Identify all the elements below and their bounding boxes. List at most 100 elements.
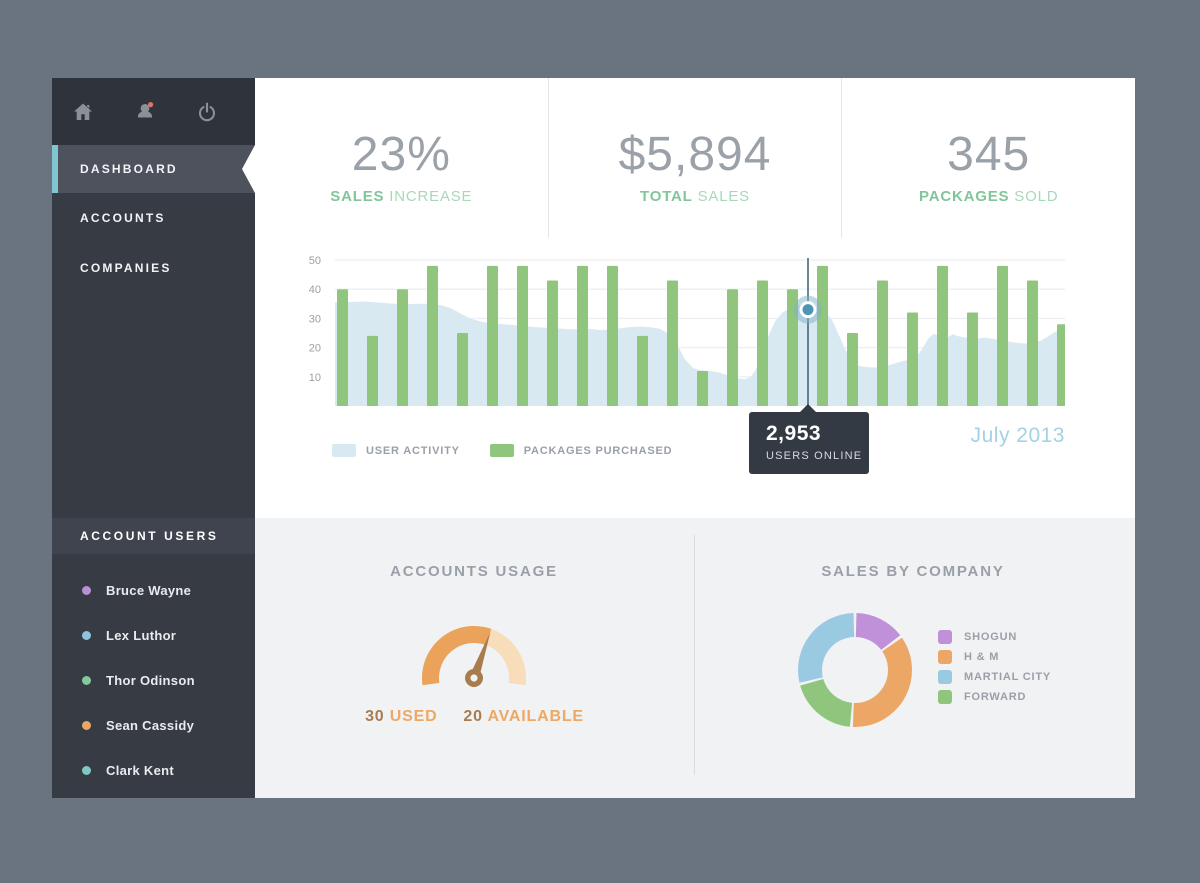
user-list-item[interactable]: Clark Kent [52,748,255,793]
stat-label-bold: PACKAGES [919,187,1010,205]
packages-bar[interactable] [457,333,468,406]
user-name: Thor Odinson [106,673,195,688]
user-list-item[interactable]: Thor Odinson [52,658,255,703]
stat-total-sales: $5,894 TOTAL SALES [547,78,842,238]
packages-bar[interactable] [397,289,408,406]
packages-bar[interactable] [727,289,738,406]
tooltip-value: 2,953 [766,422,822,445]
marker-dot[interactable] [802,304,814,316]
gauge-used-arc [422,626,492,686]
packages-bar[interactable] [757,280,768,406]
h-and-m-swatch [938,650,952,664]
packages-bar[interactable] [367,335,378,406]
forward-swatch [938,690,952,704]
user-status-dot [82,586,91,595]
dashboard-app-window: DASHBOARD ACCOUNTS COMPANIES ACCOUNT USE… [52,78,1135,798]
gauge-available-arc [485,629,526,686]
packages-bar[interactable] [517,265,528,406]
power-icon[interactable] [176,78,238,145]
sidebar-item-companies[interactable]: COMPANIES [52,243,255,293]
donut-segment-h-m[interactable] [852,637,912,727]
available-label: 20 AVAILABLE [463,708,583,726]
chart-period-label: July 2013 [970,424,1065,447]
packages-bar[interactable] [337,289,348,406]
user-name: Sean Cassidy [106,718,195,733]
user-status-dot [82,676,91,685]
packages-bar[interactable] [577,265,588,406]
home-icon[interactable] [52,78,114,145]
account-users-header-label: ACCOUNT USERS [80,529,219,543]
packages-bar[interactable] [547,280,558,406]
packages-bar[interactable] [637,335,648,406]
panel-divider [694,535,695,775]
used-word: USED [389,708,438,725]
user-notifications-icon[interactable] [114,78,176,145]
users-online-tooltip: 2,953 USERS ONLINE [749,404,869,474]
packages-bar[interactable] [937,265,948,406]
stats-row: 23% SALES INCREASE $5,894 TOTAL SALES 34… [255,78,1135,238]
y-axis-tick: 30 [309,313,321,325]
active-item-accent-bar [52,145,58,193]
account-users-header: ACCOUNT USERS [52,518,255,554]
stat-label-rest: SALES [692,187,750,205]
sidebar-item-dashboard[interactable]: DASHBOARD [52,145,255,193]
packages-bar[interactable] [817,265,828,406]
stat-sales-increase: 23% SALES INCREASE [255,78,548,238]
stat-value: 23% [351,128,451,182]
used-label: 30 USED [365,708,437,726]
sidebar-item-label: ACCOUNTS [80,211,166,225]
user-name: Lex Luthor [106,628,177,643]
stat-label: PACKAGES SOLD [919,188,1058,205]
stat-label-bold: TOTAL [640,187,693,205]
shogun-swatch [938,630,952,644]
legend-item-martial-city: MARTIAL CITY [938,667,1051,687]
user-name: Bruce Wayne [106,583,192,598]
user-list-item[interactable]: Lex Luthor [52,613,255,658]
donut-segment-martial-city[interactable] [798,613,855,683]
packages-bar[interactable] [967,312,978,406]
user-list-item[interactable]: Bruce Wayne [52,568,255,613]
legend-label: USER ACTIVITY [366,444,460,457]
packages-bar[interactable] [697,370,708,406]
user-status-dot [82,631,91,640]
user-activity-swatch [332,444,356,457]
y-axis-tick: 20 [309,343,321,355]
bottom-panels: ACCOUNTS USAGE 30 USED 20 AVAILABLE SALE… [255,518,1135,798]
stat-value: $5,894 [618,128,772,182]
packages-bar[interactable] [427,265,438,406]
packages-bar[interactable] [667,280,678,406]
donut-segment-shogun[interactable] [855,613,901,650]
legend-label: MARTIAL CITY [964,671,1052,683]
donut-segment-forward[interactable] [800,679,853,727]
accounts-usage-title: ACCOUNTS USAGE [390,563,558,580]
legend-label: H & M [964,651,1000,663]
packages-bar[interactable] [1027,280,1038,406]
packages-bar[interactable] [907,312,918,406]
user-name: Clark Kent [106,763,175,778]
user-list-item[interactable]: Sean Cassidy [52,703,255,748]
packages-bar[interactable] [607,265,618,406]
packages-bar[interactable] [787,289,798,406]
y-axis-tick: 50 [309,256,321,267]
packages-purchased-swatch [489,444,514,457]
main-content: 23% SALES INCREASE $5,894 TOTAL SALES 34… [255,78,1135,798]
legend-item-packages-purchased: PACKAGES PURCHASED [489,444,673,457]
packages-bar[interactable] [997,265,1008,406]
stat-label: SALES INCREASE [330,188,472,205]
sidebar-item-label: DASHBOARD [80,162,178,176]
gauge-needle [465,631,491,687]
legend-label: PACKAGES PURCHASED [523,444,673,457]
stat-value: 345 [947,128,1031,182]
legend-item-shogun: SHOGUN [938,627,1051,647]
tooltip-label: USERS ONLINE [766,450,863,462]
donut-legend: SHOGUN H & M MARTIAL CITY FORWARD [938,627,1051,707]
packages-bar[interactable] [847,333,858,406]
sidebar-item-accounts[interactable]: ACCOUNTS [52,193,255,243]
packages-bar[interactable] [877,280,888,406]
packages-bar[interactable] [1057,324,1065,406]
chart-legend: USER ACTIVITY PACKAGES PURCHASED [332,444,672,457]
legend-label: SHOGUN [964,631,1018,643]
packages-bar[interactable] [487,265,498,406]
activity-bar-chart[interactable]: 50 40 30 20 10 [287,256,1065,412]
